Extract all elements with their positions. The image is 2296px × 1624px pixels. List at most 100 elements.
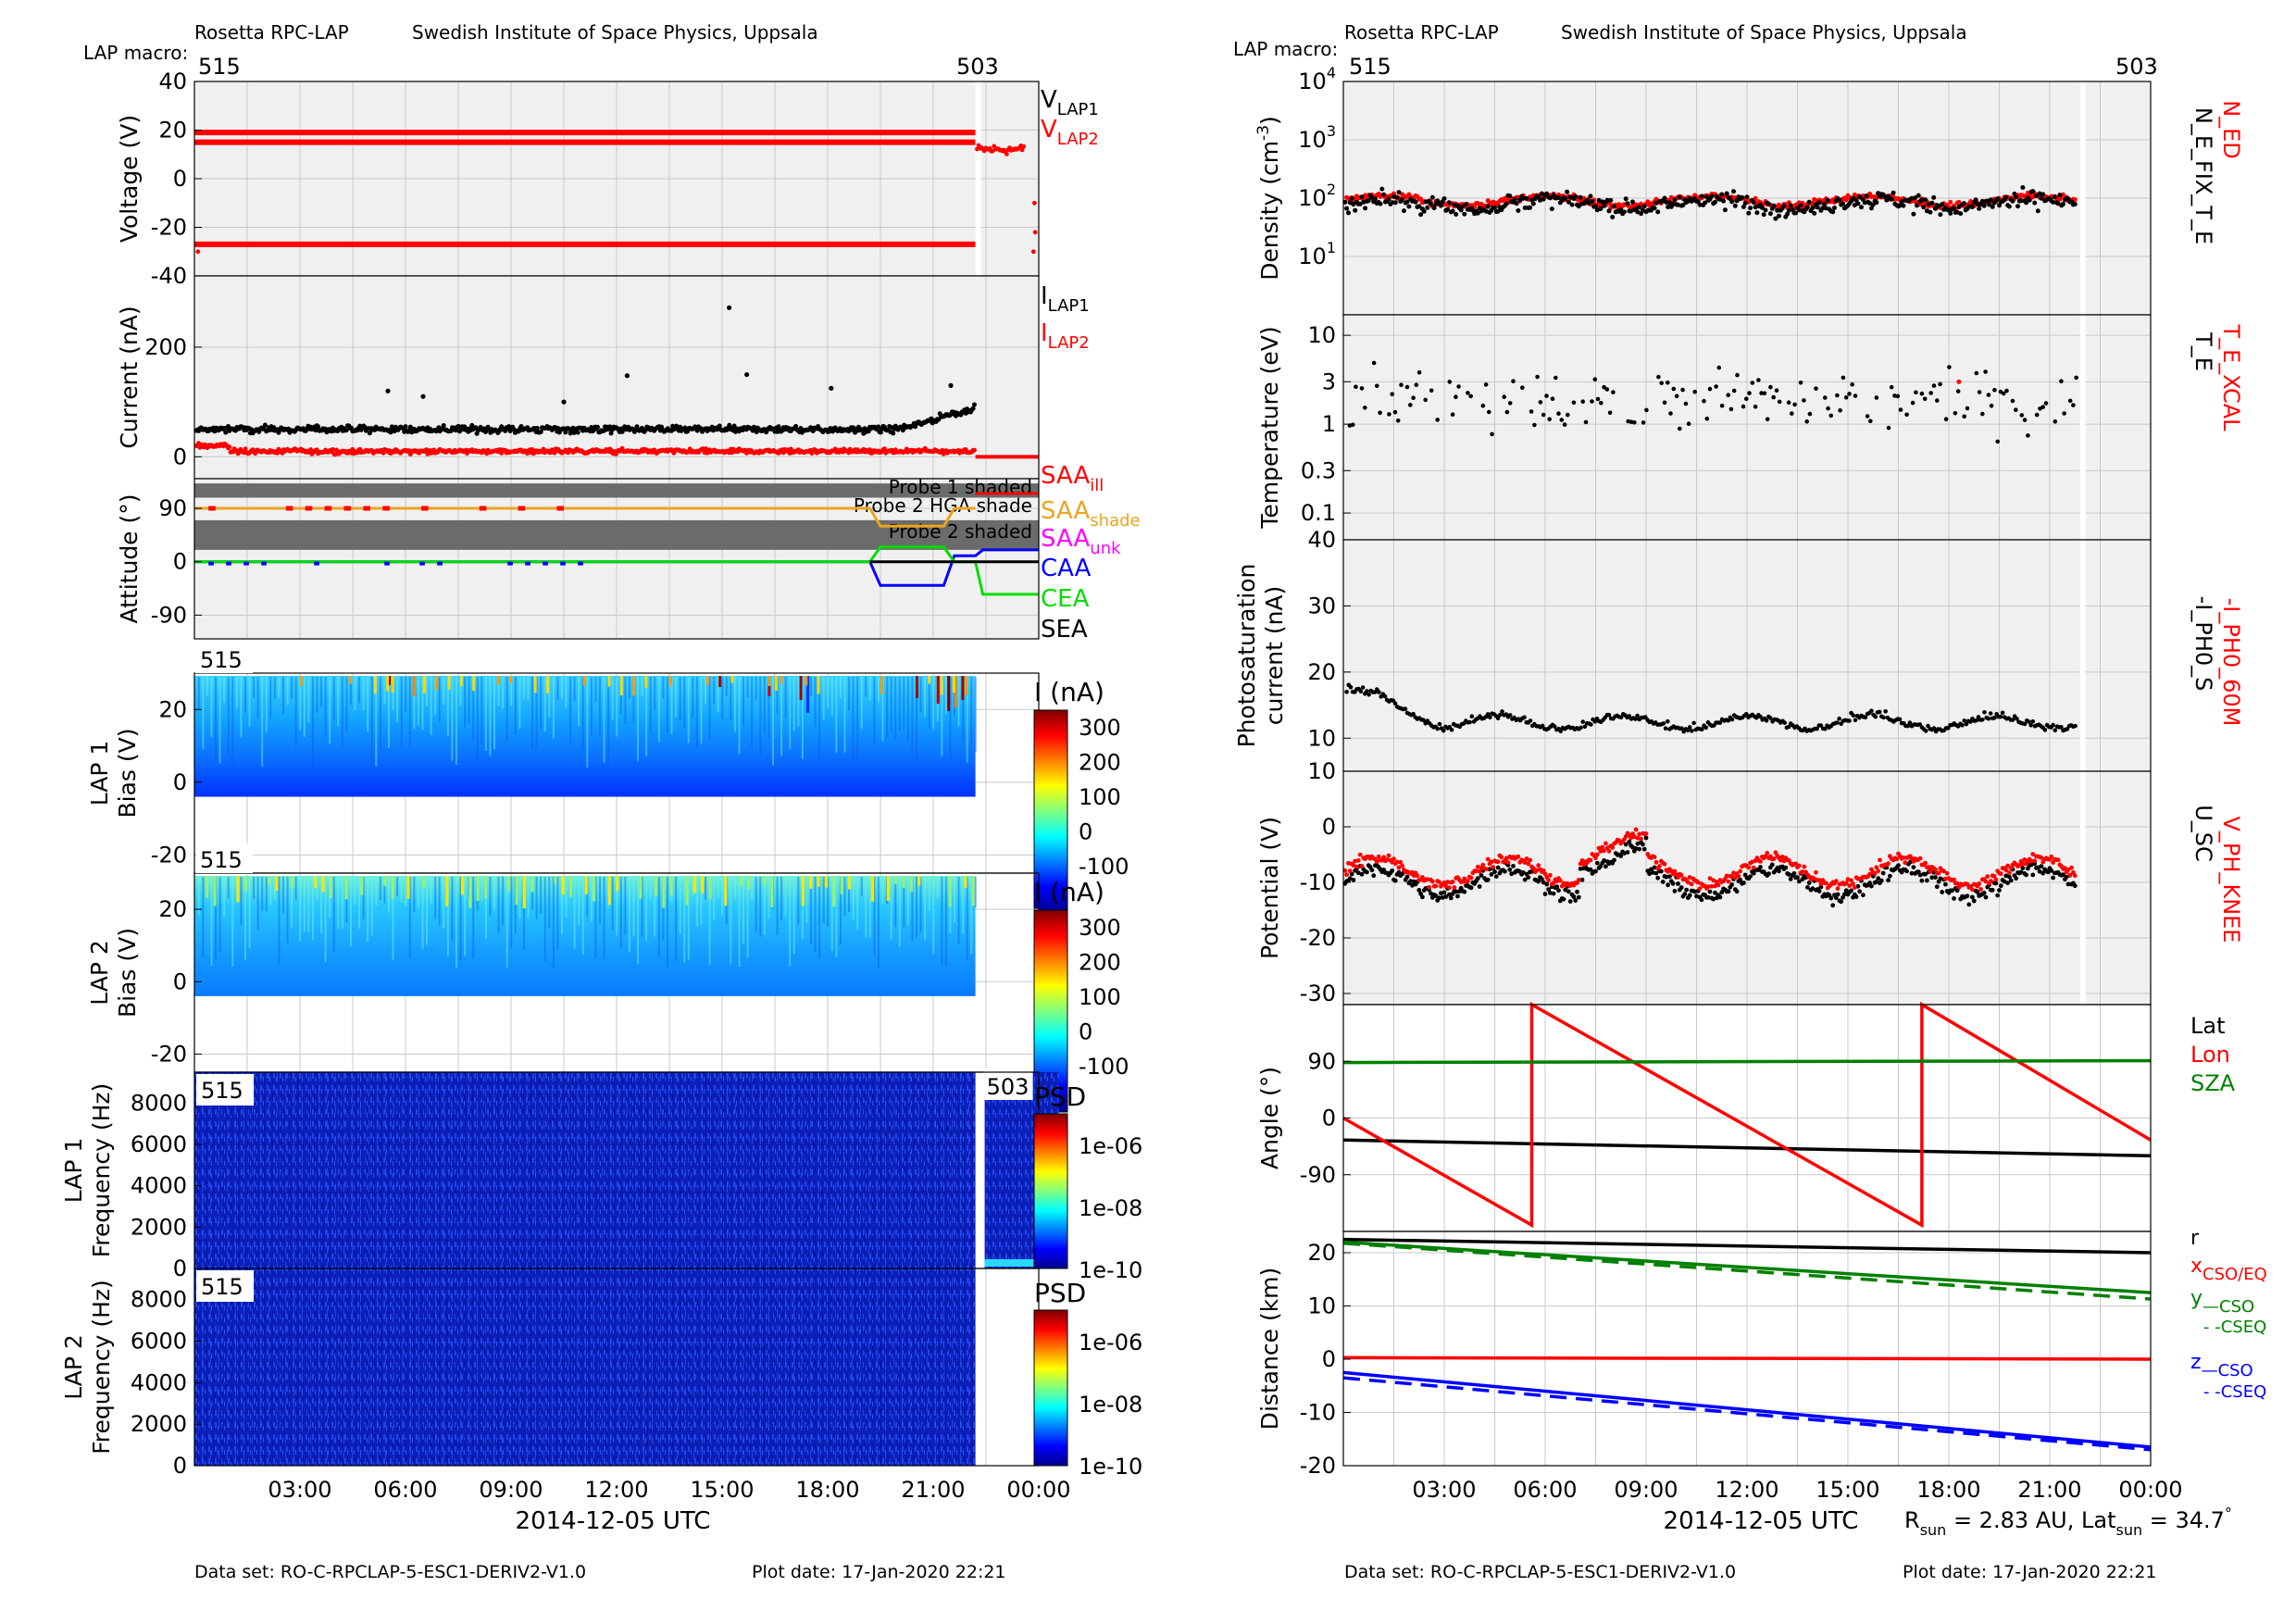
heatmap-streak xyxy=(771,677,774,766)
data-point xyxy=(1390,392,1394,397)
data-point xyxy=(1466,391,1470,395)
heatmap-streak xyxy=(865,677,867,697)
heatmap-streak xyxy=(818,677,821,763)
heatmap-streak xyxy=(451,677,454,761)
data-point xyxy=(1986,716,1991,721)
data-point xyxy=(1404,874,1410,880)
tick-label-y: 10 xyxy=(1307,758,1336,784)
tick-label-x: 09:00 xyxy=(1614,1477,1678,1503)
macro-tag: 515 xyxy=(201,1078,243,1104)
heatmap-streak xyxy=(269,877,272,906)
data-point xyxy=(1450,880,1455,884)
data-point xyxy=(1774,388,1779,394)
data-point xyxy=(1736,873,1741,879)
heatmap-streak xyxy=(243,877,246,960)
data-point xyxy=(1538,400,1543,405)
colorbar-tick: -100 xyxy=(1079,854,1129,880)
data-point xyxy=(1771,856,1777,861)
data-point xyxy=(1680,387,1685,393)
data-point xyxy=(1992,716,1997,720)
data-point xyxy=(1865,414,1870,418)
heatmap-streak xyxy=(894,877,897,928)
axis-ylabel: Frequency (Hz) xyxy=(88,1083,115,1258)
heatmap-streak xyxy=(801,877,804,940)
data-point xyxy=(1450,412,1455,418)
data-point xyxy=(1917,856,1923,861)
heatmap-spike xyxy=(669,876,673,895)
data-point xyxy=(1717,894,1723,900)
heatmap-streak xyxy=(877,677,880,703)
data-point xyxy=(1371,873,1377,879)
heatmap-area xyxy=(194,876,976,996)
data-point xyxy=(1986,393,1991,397)
data-point xyxy=(1674,394,1679,399)
heatmap-streak xyxy=(362,677,365,710)
data-point xyxy=(1958,211,1964,217)
data-point xyxy=(1660,880,1666,884)
data-point xyxy=(1868,418,1873,424)
heatmap-streak xyxy=(839,877,842,945)
data-point xyxy=(1973,197,1978,203)
tick-label-y: 0 xyxy=(173,1453,187,1479)
heatmap-streak xyxy=(916,877,917,938)
data-point xyxy=(1503,868,1507,874)
heatmap-streak xyxy=(835,677,838,753)
data-point xyxy=(1652,855,1657,859)
data-point xyxy=(1998,871,2003,877)
data-point xyxy=(1435,726,1440,731)
data-point xyxy=(2074,375,2078,381)
data-point xyxy=(1703,725,1708,731)
data-point xyxy=(1652,206,1657,211)
legend-entry: SZA xyxy=(2190,1070,2236,1096)
data-point xyxy=(1583,419,1589,425)
data-point xyxy=(1910,400,1915,406)
heatmap-streak xyxy=(531,877,534,910)
data-point xyxy=(1512,196,1517,202)
tick-label-y: -30 xyxy=(1300,981,1336,1006)
data-point xyxy=(1573,898,1578,903)
data-point xyxy=(1399,382,1404,388)
data-point xyxy=(1639,836,1643,842)
data-point xyxy=(1530,201,1536,206)
data-point xyxy=(2051,875,2056,881)
data-point xyxy=(2053,728,2058,733)
data-point xyxy=(1588,194,1593,199)
data-point xyxy=(1928,209,1933,215)
heatmap-spike xyxy=(461,876,465,895)
rsun-value: = 2.83 AU, Lat xyxy=(1946,1507,2115,1533)
heatmap-streak xyxy=(894,677,897,740)
heatmap-streak xyxy=(316,677,318,714)
data-point xyxy=(1823,395,1828,400)
data-point xyxy=(1349,195,1354,201)
heatmap-streak xyxy=(632,877,635,937)
data-point xyxy=(1541,196,1546,202)
heatmap-streak xyxy=(493,877,495,910)
data-point xyxy=(1777,213,1781,219)
data-point xyxy=(717,423,722,429)
data-point xyxy=(682,425,688,431)
data-point xyxy=(2072,202,2078,206)
heatmap-spike xyxy=(669,676,672,687)
data-point xyxy=(1995,893,2001,898)
heatmap-streak xyxy=(291,677,293,699)
data-point xyxy=(1738,868,1743,874)
heatmap-streak xyxy=(873,877,876,956)
tick-label-x: 15:00 xyxy=(1816,1477,1879,1503)
heatmap-streak xyxy=(464,877,467,956)
data-point xyxy=(1668,411,1673,416)
data-point xyxy=(634,424,640,430)
heatmap-streak xyxy=(941,877,943,966)
data-point xyxy=(1487,409,1491,415)
data-point xyxy=(1431,206,1437,211)
data-point xyxy=(243,446,248,452)
legend-entry: Lon xyxy=(2190,1042,2230,1068)
heatmap-spike xyxy=(886,876,890,901)
lat-value: = 34.7 xyxy=(2142,1507,2225,1533)
heatmap-streak xyxy=(607,677,610,768)
data-point xyxy=(1559,418,1565,422)
legend-sub: —CSO xyxy=(2202,1361,2253,1380)
tick-label-x: 06:00 xyxy=(1513,1477,1577,1503)
data-point xyxy=(2073,723,2078,729)
